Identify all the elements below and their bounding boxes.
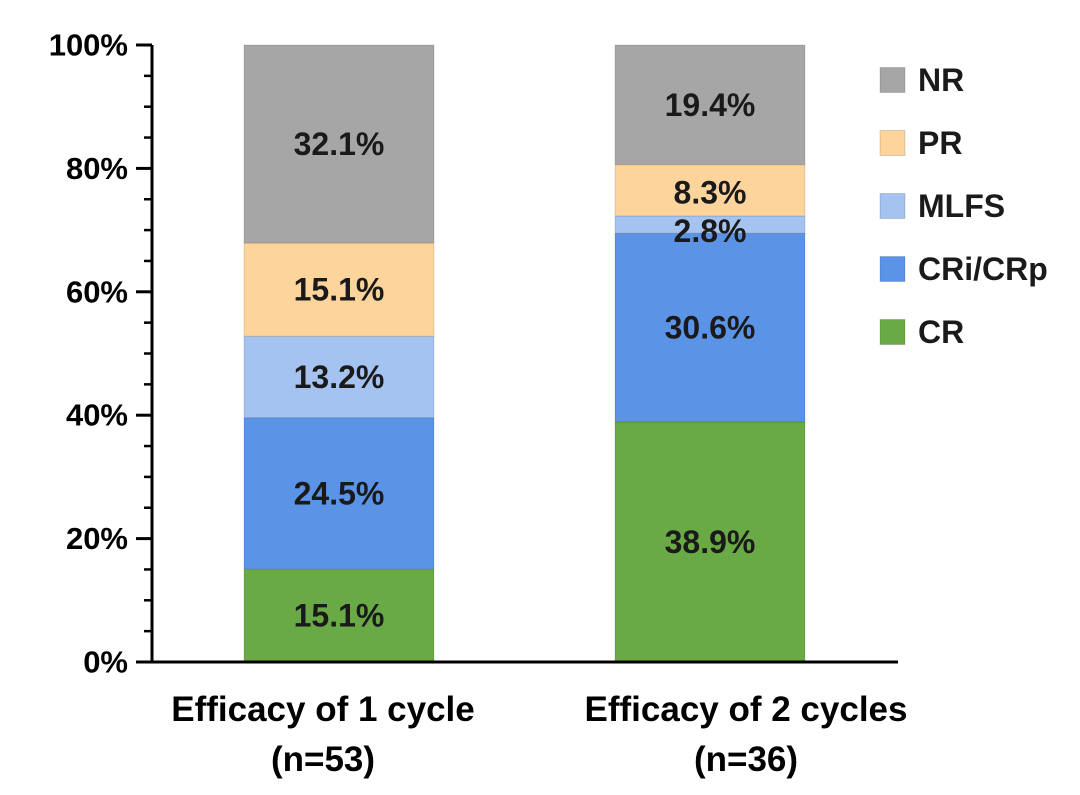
x-category-label: Efficacy of 2 cycles [585,690,908,729]
bar-segment-pr-1 [243,242,435,337]
bar-segment-nr-1 [243,44,435,244]
y-tick-label: 80% [66,151,128,186]
y-tick-label: 60% [66,274,128,309]
data-label: 15.1% [294,597,385,633]
x-category-sublabel: (n=36) [694,740,798,779]
data-label: 38.9% [665,524,756,560]
bar-segment-cr-1 [243,568,435,663]
y-tick-label: 20% [66,521,128,556]
legend-swatch-nr [879,67,906,93]
data-label: 2.8% [674,213,747,249]
legend-swatch-cri-crp [879,256,906,282]
y-tick-label: 0% [83,645,128,680]
data-label: 8.3% [674,174,747,210]
bar-segment-pr-2 [614,164,806,217]
bar-segment-cr-2 [614,421,806,663]
bar-segment-cri-crp-2 [614,232,806,423]
bar-segment-nr-2 [614,44,806,166]
x-category-sublabel: (n=53) [271,740,375,779]
x-category-label: Efficacy of 1 cycle [171,690,475,729]
legend-swatch-cr [879,319,906,345]
legend-label-mlfs: MLFS [918,188,1005,224]
plot-area: 15.1%24.5%13.2%15.1%32.1%38.9%30.6%2.8%8… [49,28,1048,780]
legend-label-pr: PR [918,125,962,161]
legend-label-nr: NR [918,62,964,98]
legend-label-cri-crp: CRi/CRp [918,251,1048,287]
data-label: 24.5% [294,475,385,511]
data-label: 30.6% [665,310,756,346]
data-label: 19.4% [665,87,756,123]
bar-segment-cri-crp-1 [243,417,435,570]
legend-swatch-pr [879,130,906,156]
y-tick-label: 100% [49,28,128,63]
data-label: 32.1% [294,126,385,162]
data-label: 15.1% [294,272,385,308]
data-label: 13.2% [294,359,385,395]
y-tick-label: 40% [66,398,128,433]
legend-label-cr: CR [918,314,964,350]
legend-swatch-mlfs [879,193,906,219]
